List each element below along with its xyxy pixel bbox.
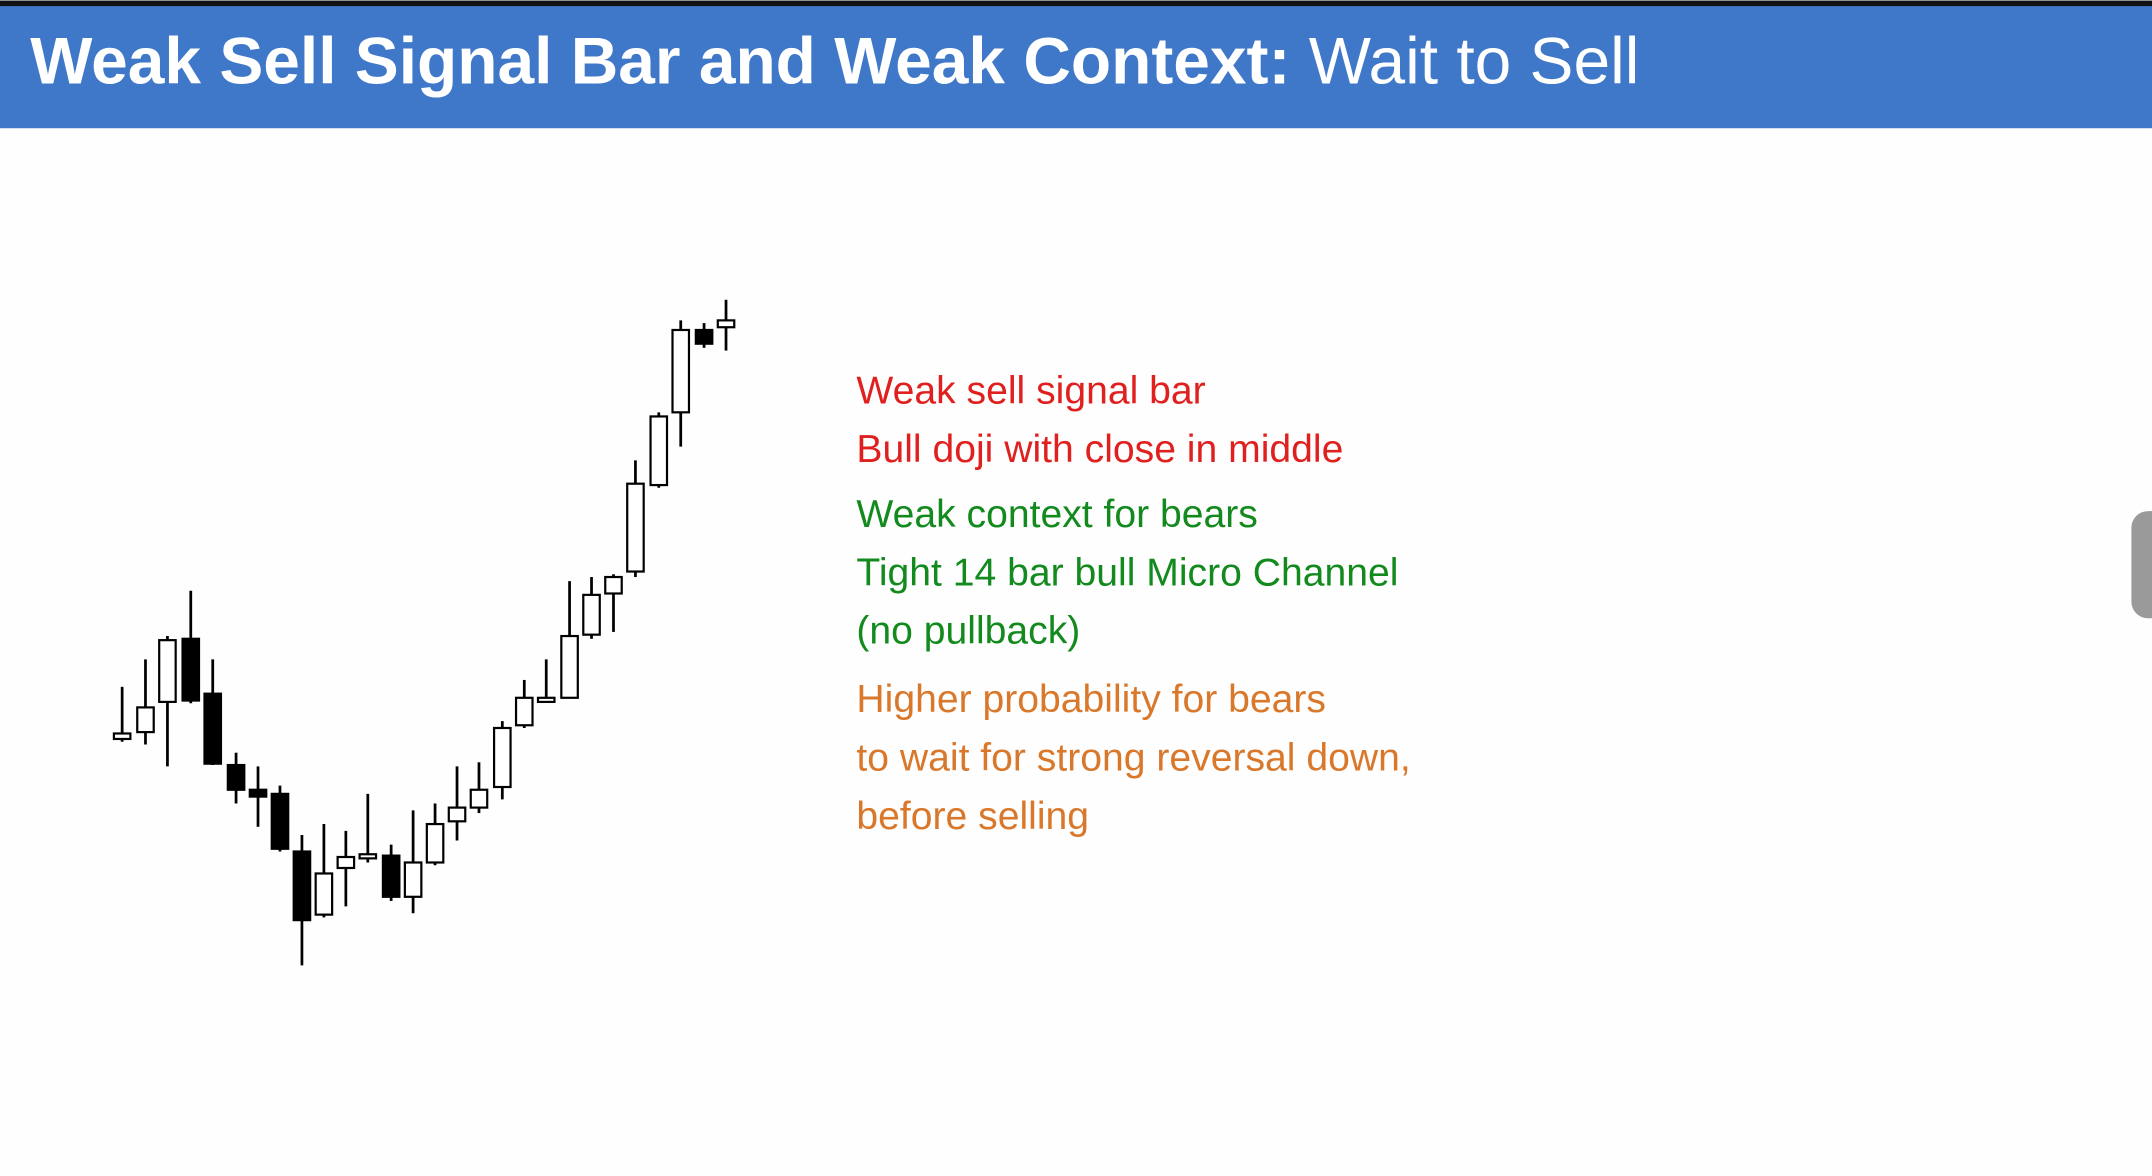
candle-body <box>694 328 714 345</box>
note-line: Weak sell signal bar <box>856 369 1205 412</box>
candle-body <box>403 861 423 898</box>
candle-body <box>604 575 623 595</box>
notes: Weak sell signal bar Bull doji with close… <box>856 369 1410 837</box>
candle-body <box>425 822 445 864</box>
title-bold: Weak Sell Signal Bar and Weak Context: <box>30 24 1290 98</box>
top-edge <box>0 0 2152 7</box>
candle-body <box>203 692 223 765</box>
candle-body <box>671 328 691 414</box>
candle-body <box>469 788 489 809</box>
candle-body <box>649 415 669 487</box>
note-line: Bull doji with close in middle <box>856 428 1343 471</box>
title-bar <box>0 0 2152 129</box>
candle-body <box>358 853 378 860</box>
note-line: (no pullback) <box>856 610 1080 653</box>
candle-body <box>181 637 201 702</box>
candle-body <box>582 593 601 636</box>
candle-body <box>447 806 467 823</box>
candle-body <box>514 696 534 727</box>
candle-body <box>292 850 312 922</box>
candle-body <box>112 732 132 741</box>
candle-body <box>136 706 155 734</box>
candle-body <box>716 319 736 329</box>
candle-body <box>336 855 356 870</box>
candle-body <box>536 696 556 704</box>
candle-body <box>226 763 246 791</box>
candle-body <box>270 792 290 850</box>
candle-body <box>158 639 177 704</box>
note-line: Tight 14 bar bull Micro Channel <box>856 551 1398 594</box>
candle-body <box>248 788 268 798</box>
title: Weak Sell Signal Bar and Weak Context: W… <box>30 24 1639 98</box>
side-handle[interactable] <box>2131 511 2152 619</box>
note-line: Higher probability for bears <box>856 678 1326 721</box>
candlestick-illustration <box>112 299 736 966</box>
candle-body <box>492 726 512 789</box>
candle-body <box>381 854 401 898</box>
title-rest: Wait to Sell <box>1309 24 1640 98</box>
note-line: before selling <box>856 795 1089 838</box>
note-line: Weak context for bears <box>856 493 1257 536</box>
candle-body <box>626 482 645 573</box>
note-line: to wait for strong reversal down, <box>856 737 1410 780</box>
candle-body <box>314 872 334 916</box>
candle-body <box>560 634 579 699</box>
